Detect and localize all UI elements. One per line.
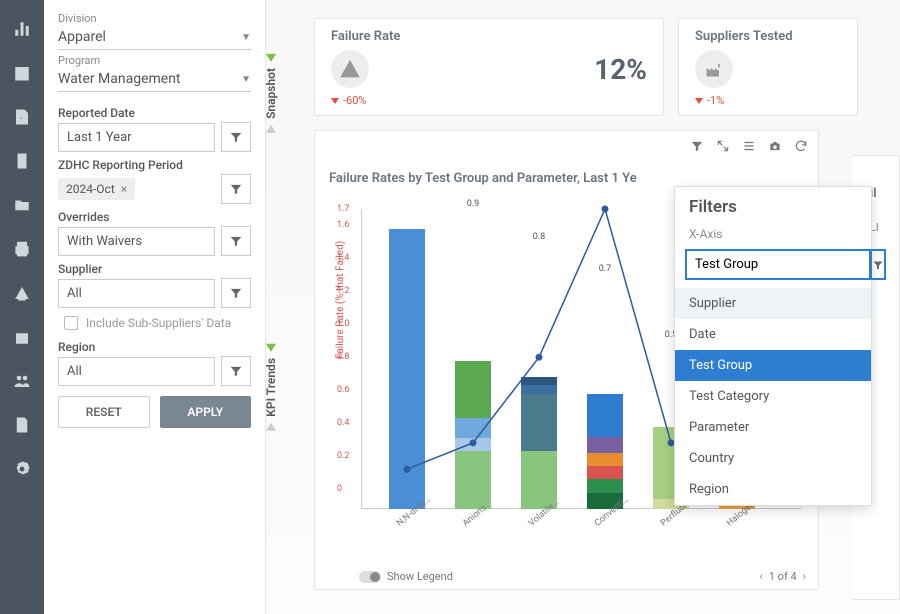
program-select[interactable]: Water Management▼ <box>58 67 251 92</box>
xaxis-filter-icon[interactable] <box>871 249 886 280</box>
failure-rate-card: Failure Rate 12% -60% <box>314 18 664 116</box>
reported-date-label: Reported Date <box>58 106 251 120</box>
popover-option[interactable]: Date <box>675 319 871 350</box>
kpi-trends-tab[interactable]: KPI Trends <box>264 340 278 435</box>
nav-building-icon[interactable] <box>13 328 31 346</box>
chart-title: Failure Rates by Test Group and Paramete… <box>329 171 804 186</box>
popover-option[interactable]: Region <box>675 474 871 505</box>
zdhc-label: ZDHC Reporting Period <box>58 158 251 172</box>
popover-option[interactable]: Test Group <box>675 350 871 381</box>
chip-remove-icon[interactable]: × <box>121 182 127 196</box>
popover-option[interactable]: Test Category <box>675 381 871 412</box>
warning-icon <box>331 50 369 88</box>
reported-date-select[interactable]: Last 1 Year <box>58 123 215 152</box>
nav-dashboard-icon[interactable] <box>13 20 31 38</box>
nav-print-icon[interactable] <box>13 240 31 258</box>
card-title: Failure Rate <box>331 29 647 44</box>
supplier-filter-icon[interactable] <box>221 278 251 308</box>
chart-refresh-icon[interactable] <box>794 139 808 157</box>
chart-camera-icon[interactable] <box>768 139 782 157</box>
popover-option[interactable]: Parameter <box>675 412 871 443</box>
nav-checklist-icon[interactable] <box>13 108 31 126</box>
xaxis-input[interactable] <box>685 249 871 280</box>
chart-expand-icon[interactable] <box>716 139 730 157</box>
nav-clipboard-icon[interactable] <box>13 152 31 170</box>
division-select[interactable]: Apparel▼ <box>58 25 251 50</box>
filters-popover: Filters X-Axis SupplierDateTest GroupTes… <box>674 186 872 506</box>
filters-panel: Division Apparel▼ Program Water Manageme… <box>44 0 266 614</box>
nav-triangle-icon[interactable] <box>13 284 31 302</box>
overrides-select[interactable]: With Waivers <box>58 227 215 256</box>
popover-options: SupplierDateTest GroupTest CategoryParam… <box>675 288 871 505</box>
zdhc-chip[interactable]: 2024-Oct× <box>58 178 135 200</box>
popover-option[interactable]: Country <box>675 443 871 474</box>
chart-filter-icon[interactable] <box>690 139 704 157</box>
reset-button[interactable]: RESET <box>58 396 150 428</box>
reported-date-filter-icon[interactable] <box>221 122 251 152</box>
left-nav-rail <box>0 0 44 614</box>
legend-toggle[interactable]: Show Legend <box>359 570 453 583</box>
chart-list-icon[interactable] <box>742 139 756 157</box>
snapshot-tab[interactable]: Snapshot <box>264 50 278 137</box>
program-label: Program <box>58 54 251 67</box>
supplier-label: Supplier <box>58 262 251 276</box>
nav-report-icon[interactable] <box>13 416 31 434</box>
factory-icon <box>695 50 733 88</box>
suppliers-delta: -1% <box>695 94 841 107</box>
region-select[interactable]: All <box>58 357 215 386</box>
failure-rate-delta: -60% <box>331 94 647 107</box>
region-filter-icon[interactable] <box>221 356 251 386</box>
overrides-filter-icon[interactable] <box>221 226 251 256</box>
popover-sub: X-Axis <box>675 221 871 245</box>
failure-rate-value: 12% <box>594 53 647 86</box>
supplier-select[interactable]: All <box>58 279 215 308</box>
nav-folder-icon[interactable] <box>13 196 31 214</box>
chart-pager[interactable]: ‹1 of 4› <box>759 570 806 583</box>
nav-users-icon[interactable] <box>13 372 31 390</box>
card-title: Suppliers Tested <box>695 29 841 44</box>
main-content: Snapshot KPI Trends Failure Rate 12% -60… <box>266 0 900 614</box>
popover-title: Filters <box>675 187 871 221</box>
division-label: Division <box>58 12 251 25</box>
zdhc-filter-icon[interactable] <box>221 174 251 204</box>
chart-toolbar <box>690 139 808 157</box>
popover-option[interactable]: Supplier <box>675 288 871 319</box>
region-label: Region <box>58 340 251 354</box>
nav-calendar-icon[interactable] <box>13 64 31 82</box>
apply-button[interactable]: APPLY <box>160 396 252 428</box>
include-sub-checkbox[interactable]: Include Sub-Suppliers' Data <box>64 316 251 330</box>
nav-settings-icon[interactable] <box>13 460 31 478</box>
overrides-label: Overrides <box>58 210 251 224</box>
suppliers-tested-card: Suppliers Tested -1% <box>678 18 858 116</box>
